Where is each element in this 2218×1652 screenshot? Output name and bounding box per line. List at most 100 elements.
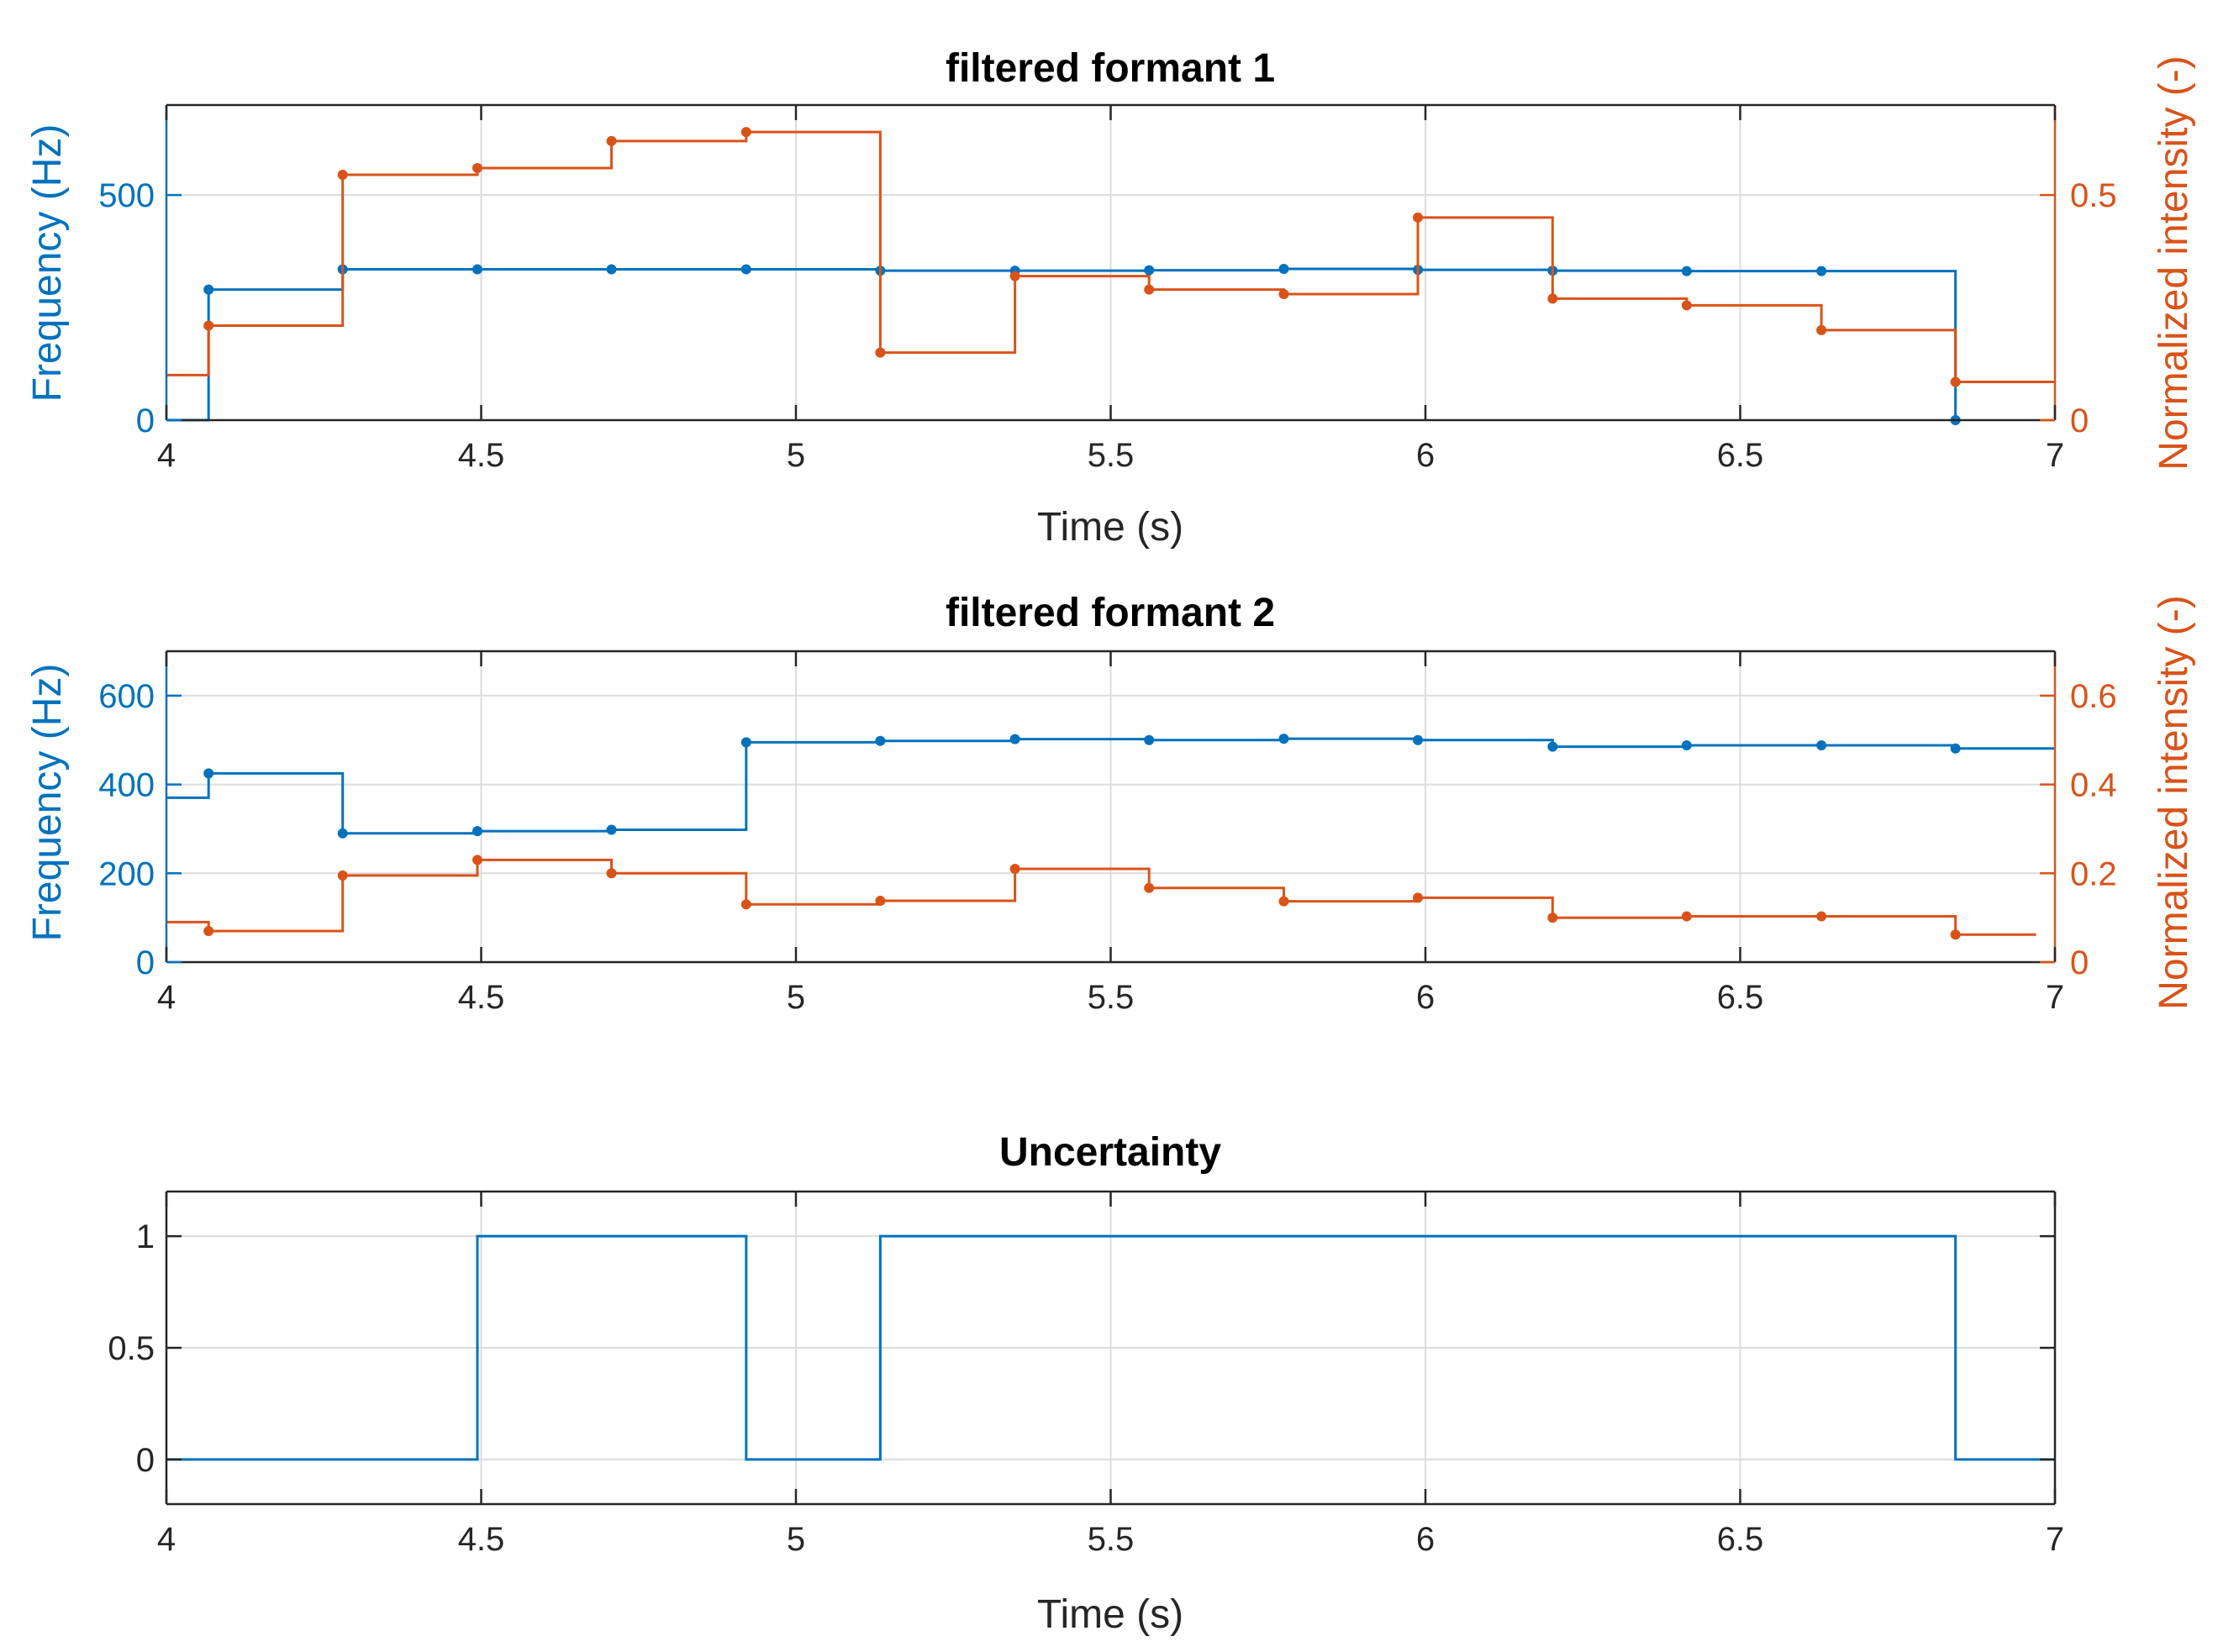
formant-2-data-point (1413, 734, 1424, 745)
formant-2-y-tick-label-left: 200 (98, 855, 155, 892)
uncertainty-y-tick-label-left: 1 (136, 1218, 155, 1255)
formant-2-data-point (472, 826, 483, 837)
formant-2-data-point (1413, 892, 1424, 903)
formant-2-data-point (606, 868, 617, 879)
formant-1-data-point (1547, 293, 1558, 304)
formant-2-data-point (472, 855, 483, 865)
formant-2-data-point (1547, 913, 1558, 923)
formant-2-data-point (1009, 864, 1020, 874)
formant-1-series-normalized-intensity (166, 127, 2055, 387)
formant-2-data-point (875, 735, 886, 746)
formant-1-data-point (606, 264, 617, 275)
formant-2-data-point (203, 926, 214, 936)
uncertainty-axes: 4 4.5 5 5.5 6 6.5 7 0 0.5 1 (108, 1190, 2064, 1558)
formant-1-ylabel-right: Normalized intensity (-) (2152, 55, 2196, 470)
formant-2-data-point (875, 896, 886, 907)
formant-2-x-tick-label: 6 (1416, 979, 1435, 1016)
formant-2-data-point (203, 768, 214, 779)
uncertainty-panel: Uncertainty Time (s) 4 4.5 5 5.5 6 6.5 7 0 0.5 1 (108, 1130, 2064, 1637)
formant-2-x-tick-label: 7 (2046, 979, 2064, 1016)
formant-1-data-point (1278, 264, 1289, 274)
formant-1-y-tick-label-right: 0 (2070, 402, 2089, 439)
formant-1-title: filtered formant 1 (946, 46, 1275, 91)
formant-1-data-point (472, 163, 483, 173)
uncertainty-x-tick-label: 5 (787, 1521, 805, 1558)
formant-2-y-tick-label-left: 600 (98, 678, 155, 715)
formant-1-data-point (203, 320, 214, 331)
formant-2-data-point (1278, 734, 1289, 744)
formant-1-data-point (1413, 212, 1424, 223)
uncertainty-title: Uncertainty (999, 1130, 1221, 1175)
formant-2-series-frequency (166, 734, 2055, 839)
formant-1-panel: filtered formant 1 Time (s) Frequency (H… (25, 46, 2196, 550)
uncertainty-x-tick-label: 4.5 (458, 1521, 505, 1558)
formant-1-data-point (1950, 376, 1961, 387)
formant-1-data-point (606, 135, 617, 146)
uncertainty-x-tick-label: 6 (1416, 1521, 1435, 1558)
formant-2-y-tick-label-right: 0.4 (2070, 767, 2117, 804)
formant-2-x-tick-label: 4 (157, 979, 176, 1016)
formant-1-data-point (1278, 289, 1289, 299)
formant-2-x-tick-label: 5.5 (1088, 979, 1135, 1016)
formant-1-x-tick-label: 7 (2046, 437, 2064, 474)
formant-1-data-point (1816, 266, 1827, 276)
formant-2-data-point (740, 737, 751, 748)
formant-1-ylabel-left: Frequency (Hz) (25, 124, 70, 402)
formant-1-x-tick-label: 6 (1416, 437, 1435, 474)
formant-2-data-point (1950, 743, 1961, 754)
formant-1-x-tick-label: 5.5 (1088, 437, 1135, 474)
formant-1-data-point (875, 347, 886, 358)
formant-1-data-point (1144, 284, 1155, 295)
uncertainty-x-tick-label: 5.5 (1088, 1521, 1135, 1558)
formant-1-x-tick-label: 5 (787, 437, 805, 474)
formant-2-data-point (1816, 740, 1827, 751)
uncertainty-xlabel: Time (s) (1037, 1592, 1183, 1637)
formant-1-y-tick-label-left: 0 (136, 402, 155, 439)
formant-2-panel: filtered formant 2 Frequency (Hz) Normal… (25, 591, 2196, 1016)
formant-1-x-tick-label: 4.5 (458, 437, 505, 474)
formant-1-y-tick-label-right: 0.5 (2070, 177, 2117, 214)
formant-1-data-point (1009, 271, 1020, 281)
uncertainty-y-tick-label-left: 0.5 (108, 1330, 155, 1367)
uncertainty-y-tick-label-left: 0 (136, 1442, 155, 1479)
formant-1-data-point (740, 264, 751, 275)
formant-1-data-point (1681, 266, 1692, 276)
formant-1-x-tick-label: 6.5 (1717, 437, 1764, 474)
formant-2-data-point (1144, 734, 1155, 745)
formant-1-data-point (1816, 324, 1827, 335)
formant-2-x-tick-label: 6.5 (1717, 979, 1764, 1016)
formant-1-step-line-1 (166, 130, 2055, 383)
formant-1-xlabel: Time (s) (1037, 505, 1183, 550)
formant-2-data-point (1144, 882, 1155, 893)
uncertainty-x-tick-label: 4 (157, 1521, 176, 1558)
formant-2-y-tick-label-right: 0.6 (2070, 678, 2117, 715)
formant-2-data-point (1681, 911, 1692, 922)
formant-2-data-point (1278, 896, 1289, 907)
formant-2-data-point (337, 870, 348, 881)
formant-2-y-tick-label-right: 0.2 (2070, 855, 2117, 892)
formant-1-data-point (1144, 265, 1155, 276)
formant-2-y-tick-label-left: 0 (136, 944, 155, 981)
formant-1-y-tick-label-left: 500 (98, 177, 155, 214)
formant-2-x-tick-label: 4.5 (458, 979, 505, 1016)
formant-2-data-point (337, 828, 348, 839)
uncertainty-series-uncertainty (166, 1234, 2055, 1461)
uncertainty-x-tick-label: 7 (2046, 1521, 2064, 1558)
formant-1-data-point (337, 170, 348, 181)
formant-2-data-point (1547, 741, 1558, 752)
uncertainty-x-tick-label: 6.5 (1717, 1521, 1764, 1558)
formant-2-y-tick-label-right: 0 (2070, 944, 2089, 981)
formant-2-data-point (1816, 911, 1827, 922)
formant-2-y-tick-label-left: 400 (98, 767, 155, 804)
formant-1-data-point (203, 284, 214, 295)
formant-2-title: filtered formant 2 (946, 591, 1275, 635)
formant-2-series-normalized-intensity (166, 855, 2036, 940)
formant-1-x-tick-label: 4 (157, 437, 176, 474)
uncertainty-step-line-0 (166, 1234, 2055, 1461)
formant-2-data-point (1950, 929, 1961, 940)
formant-2-data-point (1681, 740, 1692, 751)
formant-1-data-point (472, 264, 483, 275)
formant-2-x-tick-label: 5 (787, 979, 805, 1016)
